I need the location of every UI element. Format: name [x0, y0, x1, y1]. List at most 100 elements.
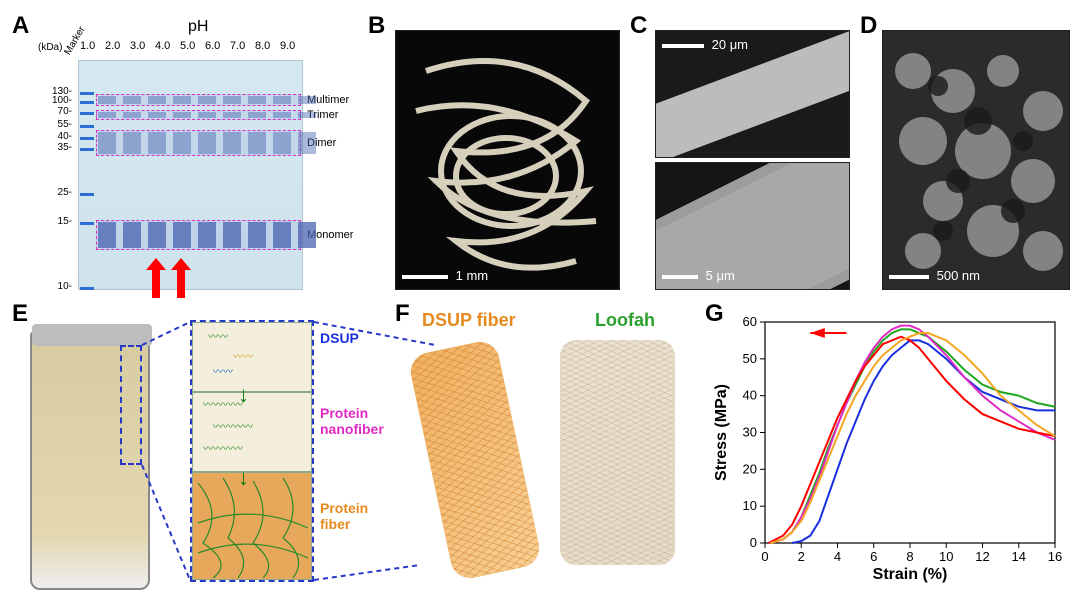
gel-band: [173, 132, 191, 154]
scale-text-b: 1 mm: [456, 268, 489, 283]
gel-band: [273, 222, 291, 248]
scale-bar-c-bot: 5 μm: [662, 268, 735, 283]
loofah-cylinder: [560, 340, 675, 565]
gel-band: [148, 222, 166, 248]
svg-text:8: 8: [906, 549, 913, 564]
panel-a: (kDa) Marker pH 1.02.03.04.05.06.07.08.0…: [38, 30, 343, 290]
gel-band: [273, 132, 291, 154]
gel-band: [248, 132, 266, 154]
red-arrow-icon: [146, 258, 166, 270]
gel-band: [173, 222, 191, 248]
svg-text:30: 30: [743, 425, 757, 440]
svg-text:12: 12: [975, 549, 989, 564]
panel-d-image: 500 nm: [882, 30, 1070, 290]
kda-title: (kDa): [38, 42, 62, 53]
gel-band: [148, 96, 166, 104]
layer-nanofiber: 〰〰〰〰 〰〰〰〰 〰〰〰〰: [192, 392, 312, 472]
marker-band: [80, 92, 94, 95]
gel-band: [148, 112, 166, 118]
lane-label: 2.0: [105, 40, 120, 52]
ph-title: pH: [188, 18, 208, 36]
lane-label: 5.0: [180, 40, 195, 52]
gel-band: [223, 222, 241, 248]
gel-band: [273, 112, 291, 118]
svg-text:0: 0: [750, 535, 757, 550]
kda-label: 70-: [42, 106, 72, 117]
gel-band: [123, 222, 141, 248]
arrow-icon: ↓: [238, 382, 249, 408]
svg-text:14: 14: [1012, 549, 1026, 564]
lane-label: 8.0: [255, 40, 270, 52]
svg-text:Strain (%): Strain (%): [873, 566, 948, 583]
panel-d-label: D: [860, 12, 877, 40]
gel-band: [198, 222, 216, 248]
gel-band: [198, 132, 216, 154]
svg-text:50: 50: [743, 351, 757, 366]
gel-band: [248, 222, 266, 248]
red-arrow-icon: [177, 270, 185, 298]
panel-c-label: C: [630, 12, 647, 40]
panel-b-label: B: [368, 12, 385, 40]
svg-text:0: 0: [761, 549, 768, 564]
svg-text:Stress (MPa): Stress (MPa): [713, 384, 730, 481]
svg-text:10: 10: [743, 498, 757, 513]
zoom-src-box: [120, 345, 142, 465]
stress-strain-chart: 02468101214160102030405060Strain (%)Stre…: [710, 310, 1065, 585]
gel-band: [273, 96, 291, 104]
scale-bar-d: 500 nm: [889, 268, 980, 283]
marker-band: [80, 193, 94, 196]
lane-label: 7.0: [230, 40, 245, 52]
marker-band: [80, 112, 94, 115]
panel-e-label: E: [12, 300, 28, 328]
scale-text-c-bot: 5 μm: [706, 268, 735, 283]
gel-band: [298, 132, 316, 154]
kda-label: 40-: [42, 131, 72, 142]
svg-text:20: 20: [743, 461, 757, 476]
panel-c-bottom: 5 μm: [655, 162, 850, 290]
kda-label: 15-: [42, 216, 72, 227]
scale-text-c-top: 20 μm: [712, 37, 748, 52]
gel-band: [123, 132, 141, 154]
lane-label: 9.0: [280, 40, 295, 52]
panel-a-label: A: [12, 12, 29, 40]
scale-bar-c-top: 20 μm: [662, 37, 748, 52]
gel-band: [123, 96, 141, 104]
layer-stack: 〰〰 〰〰 〰〰 〰〰〰〰 〰〰〰〰 〰〰〰〰: [192, 322, 312, 580]
gel-band: [98, 132, 116, 154]
marker-band: [80, 101, 94, 104]
marker-band: [80, 125, 94, 128]
gel-band: [98, 96, 116, 104]
svg-text:16: 16: [1048, 549, 1062, 564]
lane-label: 4.0: [155, 40, 170, 52]
svg-text:6: 6: [870, 549, 877, 564]
marker-band: [80, 148, 94, 151]
panel-c-top: 20 μm: [655, 30, 850, 158]
gel-band: [198, 96, 216, 104]
loofah-title: Loofah: [595, 310, 655, 331]
gel-band: [98, 112, 116, 118]
red-arrow-icon: [171, 258, 191, 270]
gel-band: [298, 112, 316, 118]
svg-text:10: 10: [939, 549, 953, 564]
gel-band: [198, 112, 216, 118]
kda-label: 25-: [42, 187, 72, 198]
gel-band: [173, 112, 191, 118]
kda-label: 100-: [42, 95, 72, 106]
figure-root: A (kDa) Marker pH 1.02.03.04.05.06.07.08…: [10, 10, 1070, 597]
vial-cap: [32, 324, 152, 346]
gel-band: [248, 96, 266, 104]
panel-g-label: G: [705, 300, 724, 328]
arrow-icon: ↓: [238, 465, 249, 491]
lane-label: 3.0: [130, 40, 145, 52]
svg-text:4: 4: [834, 549, 841, 564]
gel-band: [248, 112, 266, 118]
scale-text-d: 500 nm: [937, 268, 980, 283]
panel-f-label: F: [395, 300, 410, 328]
layer-dsup: 〰〰 〰〰 〰〰: [192, 322, 312, 392]
gel-band: [298, 96, 316, 104]
gel-band: [223, 96, 241, 104]
gel-band: [148, 132, 166, 154]
marker-band: [80, 287, 94, 290]
svg-text:2: 2: [798, 549, 805, 564]
layer-fiber: [192, 472, 312, 580]
